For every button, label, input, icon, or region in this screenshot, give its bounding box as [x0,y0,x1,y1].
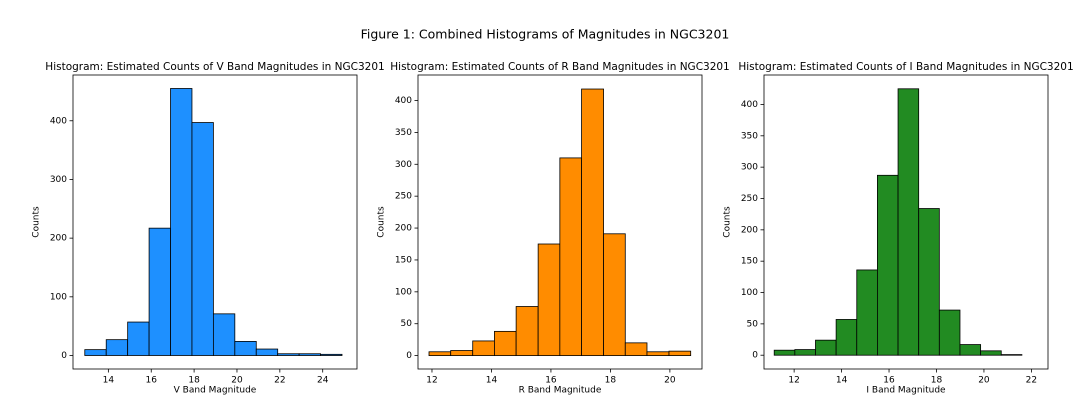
bar [84,349,107,356]
panel-title: Histogram: Estimated Counts of I Band Ma… [738,61,1073,73]
bar [835,319,858,356]
bar [148,227,171,356]
y-axis-label: Counts [32,206,42,238]
bar [959,344,982,356]
x-tick-label: 14 [103,376,115,386]
x-tick-label: 20 [978,376,990,386]
bar [815,339,837,356]
bar [537,243,561,357]
y-axis-label: Counts [377,206,387,238]
bar [1000,354,1023,356]
x-tick-label: 16 [883,376,895,386]
bar [298,353,321,356]
bar [918,208,940,356]
x-tick-label: 12 [426,376,437,386]
y-tick-label: 300 [50,175,67,185]
x-tick-label: 22 [1026,376,1037,386]
bar [897,88,920,356]
y-tick-label: 300 [395,160,412,170]
x-tick-label: 18 [605,376,617,386]
bar [938,309,961,356]
bar [472,340,495,357]
bar [877,174,899,356]
y-tick-label: 250 [741,194,758,204]
y-tick-label: 50 [747,319,759,329]
y-tick-label: 200 [741,225,758,235]
bar [603,233,626,357]
x-tick-label: 22 [274,376,285,386]
bar [428,351,452,357]
y-tick-label: 250 [395,192,412,202]
bar [255,348,279,356]
axes-frame [763,74,1049,370]
y-tick-label: 150 [395,255,412,265]
y-tick-label: 200 [395,224,412,234]
y-tick-label: 150 [741,257,758,267]
y-axis-label: Counts [723,206,733,238]
y-tick-label: 100 [395,287,412,297]
x-tick-label: 14 [486,376,498,386]
x-axis-label: I Band Magnitude [866,386,946,396]
axes-frame [417,74,703,370]
bar [515,306,539,357]
x-tick-label: 20 [231,376,243,386]
x-axis-label: V Band Magnitude [174,386,257,396]
bar [320,353,343,356]
x-tick-label: 18 [188,376,200,386]
y-tick-label: 400 [50,116,67,126]
y-tick-label: 0 [406,351,412,361]
bar [624,342,648,357]
bar [494,330,517,357]
bar [127,321,150,356]
bar [559,157,582,357]
y-tick-label: 200 [50,234,67,244]
bar [105,339,129,356]
y-tick-label: 350 [395,128,412,138]
bar [581,88,604,357]
x-tick-label: 20 [664,376,676,386]
bar [212,313,236,356]
bar [980,350,1002,356]
y-tick-label: 400 [395,96,412,106]
x-tick-label: 14 [836,376,848,386]
y-tick-label: 350 [741,131,758,141]
figure-title: Figure 1: Combined Histograms of Magnitu… [361,27,730,42]
bar [856,269,878,356]
x-axis-label: R Band Magnitude [519,386,602,396]
bar [450,350,474,357]
y-tick-label: 50 [401,319,413,329]
bar [170,88,193,356]
bar [773,349,796,356]
bar [794,349,816,356]
bar [646,351,670,357]
x-tick-label: 24 [317,376,329,386]
y-tick-label: 100 [50,292,67,302]
y-tick-label: 0 [61,351,67,361]
x-tick-label: 16 [146,376,158,386]
y-tick-label: 0 [752,351,758,361]
y-tick-label: 100 [741,288,758,298]
y-tick-label: 300 [741,163,758,173]
y-tick-label: 400 [741,100,758,110]
x-tick-label: 12 [788,376,799,386]
bar [234,341,257,356]
x-tick-label: 18 [931,376,943,386]
x-tick-label: 16 [545,376,557,386]
panel-title: Histogram: Estimated Counts of R Band Ma… [390,61,730,73]
axes-frame [72,74,358,370]
bar [277,353,300,356]
bar [191,122,214,356]
panel-title: Histogram: Estimated Counts of V Band Ma… [45,61,384,73]
bar [668,350,692,357]
